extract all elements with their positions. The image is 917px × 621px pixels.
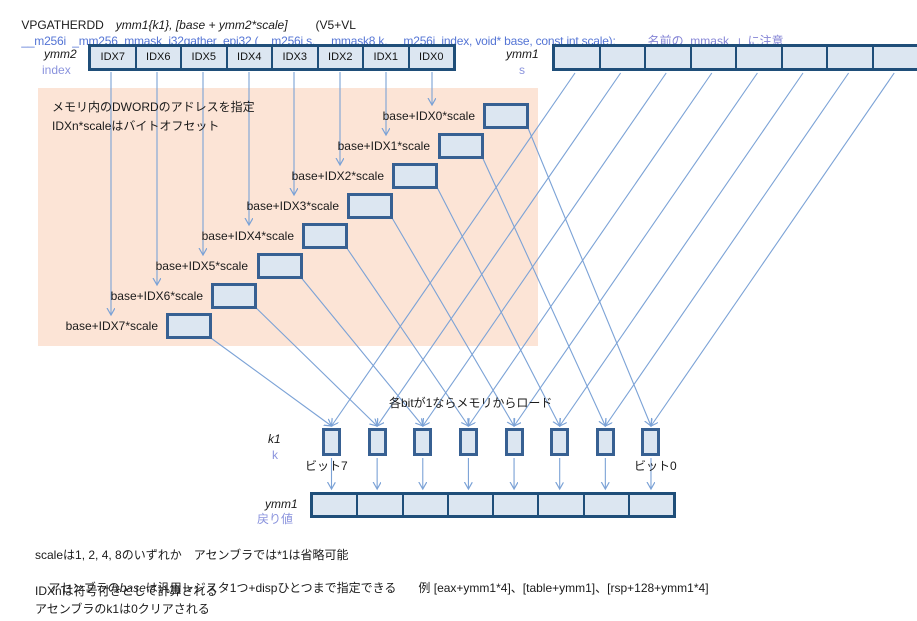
address-label-idx3: base+IDX3*scale [246,199,339,213]
ymm1-result-alias-label: 戻り値 [257,512,294,526]
mask-bit-box-0 [641,428,660,456]
memo-line1: メモリ内のDWORDのアドレスを指定 [52,100,255,114]
address-label-idx2: base+IDX2*scale [291,169,384,183]
footnote-line4: アセンブラのk1は0クリアされる [35,602,210,616]
memory-word-box-idx2 [392,163,438,189]
ymm2-cell-idx5: IDX5 [180,47,226,68]
mask-bit-box-5 [413,428,432,456]
ymm2-cell-idx0: IDX0 [407,47,453,68]
footnote-line3: IDXnは符号付きとして計算される [35,584,218,598]
footnote-line2: アセンブラのbaseは汎用レジスタ1つ+dispひとつまで指定できる 例 [eax… [35,566,709,611]
ymm1-src-cell [598,47,644,68]
ymm2-cell-idx3: IDX3 [271,47,317,68]
footnote-line2-example: 例 [eax+ymm1*4]、[table+ymm1]、[rsp+128+ymm… [418,581,709,595]
ymm1-result-cell [492,495,538,515]
address-label-idx1: base+IDX1*scale [337,139,430,153]
ymm1-src-alias-label: s [519,63,525,77]
ymm1-result-cell [627,495,673,515]
mask-bit-box-2 [550,428,569,456]
ymm1-result-cell [313,495,357,515]
ymm1-src-cell [871,47,917,68]
ymm2-register: IDX7 IDX6 IDX5 IDX4 IDX3 IDX2 IDX1 IDX0 [88,44,456,71]
ymm1-src-cell [780,47,826,68]
memory-address-panel [38,88,538,346]
ymm1-src-cell [689,47,735,68]
instruction-version: (V5+VL [315,18,356,32]
ymm1-src-cell [644,47,690,68]
memory-word-box-idx6 [211,283,257,309]
mask-bit-box-7 [322,428,341,456]
instruction-mnemonic: VPGATHERDD [21,18,104,32]
bit0-label: ビット0 [634,459,677,473]
ymm2-cell-idx1: IDX1 [362,47,408,68]
mask-bit-box-1 [596,428,615,456]
ymm1-result-cell [446,495,492,515]
k1-label: k1 [268,432,281,446]
footnote-line2-base: base [119,581,146,595]
ymm1-result-label: ymm1 [265,497,298,511]
memory-word-box-idx3 [347,193,393,219]
ymm1-src-register [552,44,917,71]
memory-word-box-idx5 [257,253,303,279]
ymm2-cell-idx7: IDX7 [91,47,135,68]
footnote-line1: scaleは1, 2, 4, 8のいずれか アセンブラでは*1は省略可能 [35,548,349,562]
memory-word-box-idx0 [483,103,529,129]
ymm1-result-register [310,492,676,518]
ymm2-cell-idx6: IDX6 [134,47,180,68]
mask-bit-box-3 [505,428,524,456]
ymm2-cell-idx2: IDX2 [316,47,362,68]
address-label-idx0: base+IDX0*scale [382,109,475,123]
ymm1-result-cell [401,495,447,515]
ymm1-src-cell [555,47,599,68]
memo-line2: IDXn*scaleはバイトオフセット [52,119,220,133]
address-label-idx6: base+IDX6*scale [110,289,203,303]
instruction-title: VPGATHERDD ymm1{k1}, [base + ymm2*scale] (… [8,3,356,48]
footnote-line2-post: は汎用レジスタ1つ+dispひとつまで指定できる [145,581,397,595]
ymm1-result-cell [537,495,583,515]
ymm1-src-label: ymm1 [506,47,539,61]
ymm1-result-cell [356,495,402,515]
memory-word-box-idx4 [302,223,348,249]
memory-word-box-idx1 [438,133,484,159]
address-label-idx7: base+IDX7*scale [65,319,158,333]
ymm1-result-cell [582,495,628,515]
ymm1-src-cell [735,47,781,68]
mask-load-note: 各bitが1ならメモリからロード [389,396,553,410]
address-label-idx5: base+IDX5*scale [155,259,248,273]
k-alias-label: k [272,448,278,462]
mask-bit-box-6 [368,428,387,456]
bit7-label: ビット7 [305,459,348,473]
ymm2-label: ymm2 [44,47,77,61]
ymm2-alias-label: index [42,63,71,77]
address-label-idx4: base+IDX4*scale [201,229,294,243]
footnote-line2-pre: アセンブラの [48,581,120,595]
memory-word-box-idx7 [166,313,212,339]
mask-bit-box-4 [459,428,478,456]
ymm2-cell-idx4: IDX4 [225,47,271,68]
ymm1-src-cell [826,47,872,68]
instruction-operands: ymm1{k1}, [base + ymm2*scale] [115,18,288,32]
